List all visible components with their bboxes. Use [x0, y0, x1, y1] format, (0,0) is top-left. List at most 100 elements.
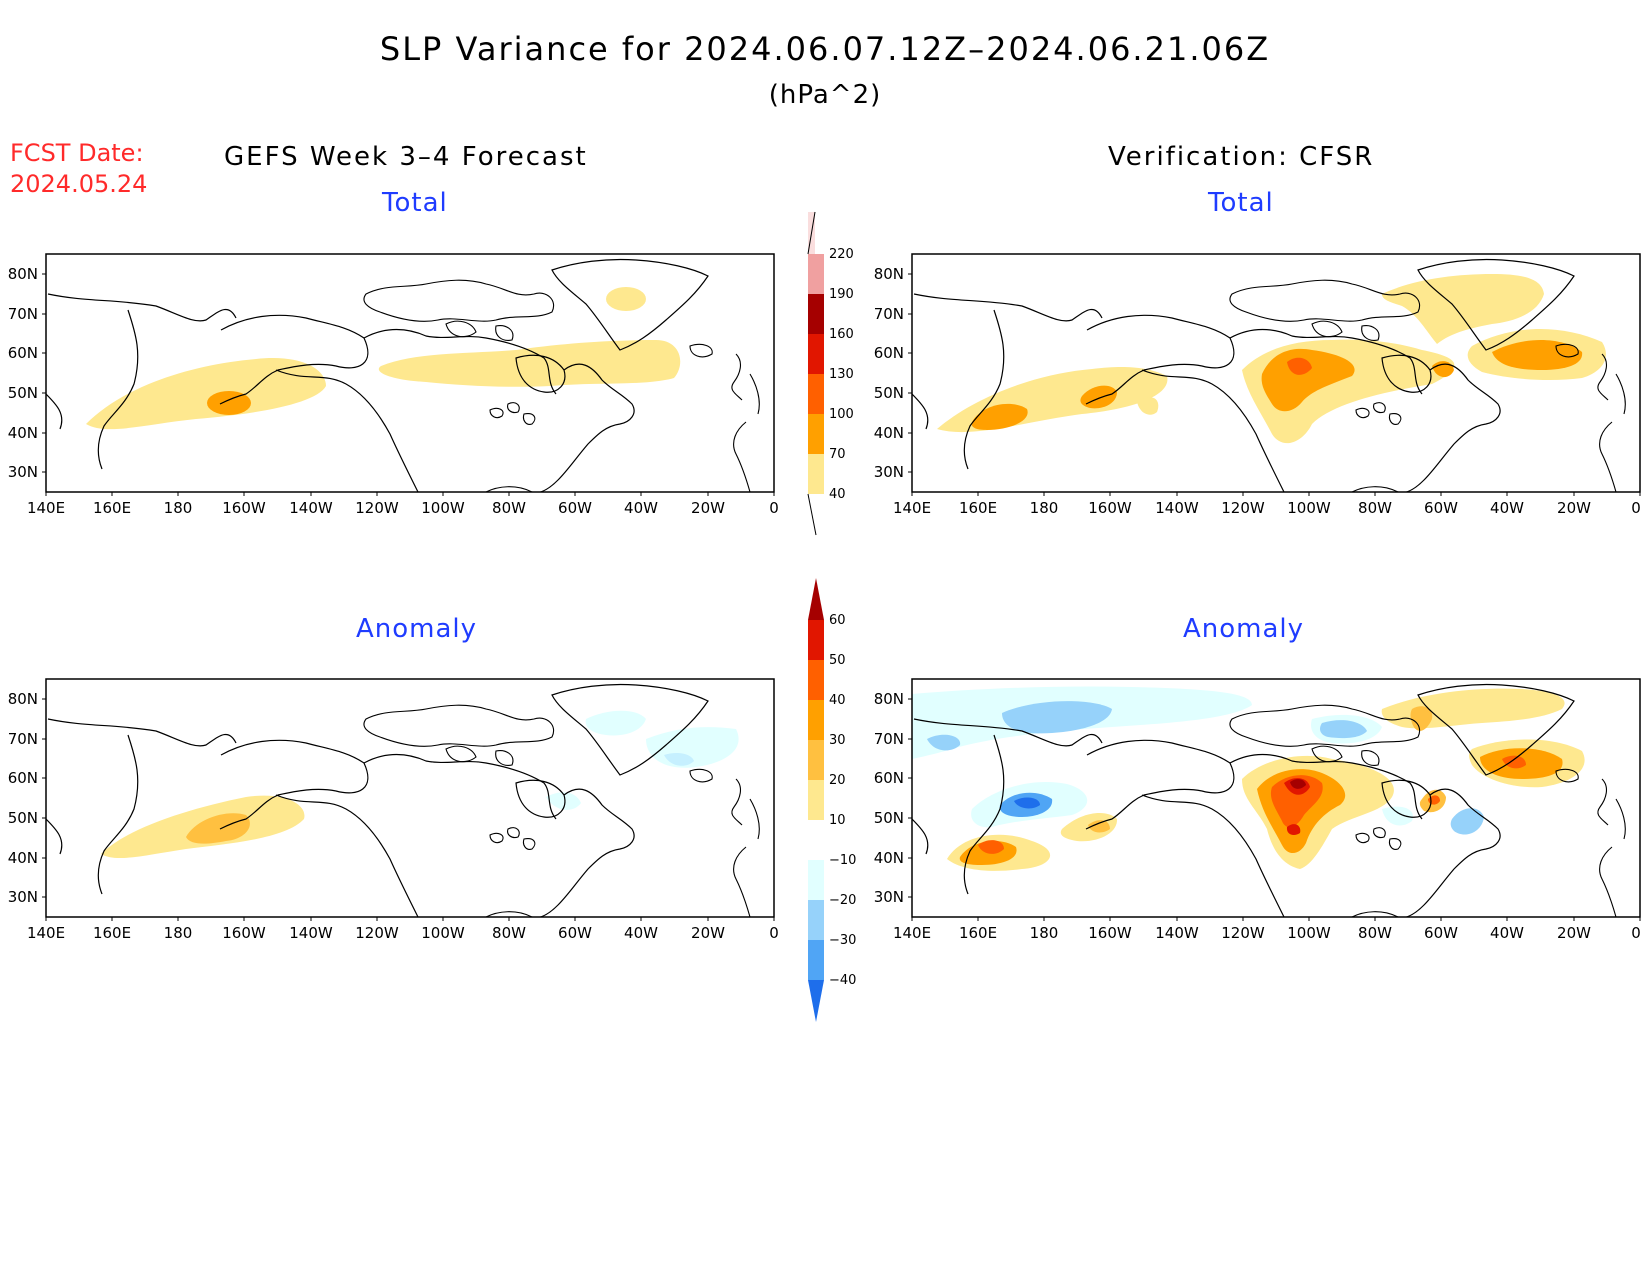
- svg-text:70N: 70N: [8, 305, 38, 323]
- lon-tick-labels-fcst-total: 140E 160E 180 160W 140W 120W 100W 80W 60…: [27, 499, 779, 517]
- svg-text:40N: 40N: [874, 849, 904, 867]
- svg-text:80W: 80W: [1358, 924, 1392, 942]
- colorbar-anom-swatch: [808, 860, 824, 900]
- svg-text:140E: 140E: [27, 499, 65, 517]
- svg-text:70N: 70N: [874, 305, 904, 323]
- lon-tick-labels-verif-total: 140E 160E 180 160W 140W 120W 100W 80W 60…: [893, 499, 1641, 517]
- svg-text:120W: 120W: [355, 499, 399, 517]
- colorbar-total-swatch: [808, 294, 824, 334]
- colorbar-anom-label: −20: [829, 893, 856, 908]
- svg-text:60W: 60W: [1424, 499, 1458, 517]
- forecast-date-caption: FCST Date:: [10, 139, 144, 167]
- colorbar-total: 220 190 160 130 100 70 40: [807, 211, 854, 536]
- svg-text:160W: 160W: [1088, 499, 1132, 517]
- svg-text:60W: 60W: [1424, 924, 1458, 942]
- map-panel-verif-anom: 140E 160E 180 160W 140W 120W 100W 80W 60…: [874, 678, 1641, 942]
- svg-text:20W: 20W: [1557, 499, 1591, 517]
- colorbar-anom-label: −40: [829, 973, 856, 988]
- svg-text:50N: 50N: [8, 809, 38, 827]
- lat-tick-labels-fcst-total: 30N 40N 50N 60N 70N 80N: [8, 265, 38, 481]
- svg-text:40N: 40N: [8, 424, 38, 442]
- svg-text:60N: 60N: [874, 344, 904, 362]
- colorbar-anom-label: 60: [829, 613, 846, 628]
- svg-text:140W: 140W: [289, 924, 333, 942]
- svg-text:160W: 160W: [1088, 924, 1132, 942]
- colorbar-anom-swatch: [808, 780, 824, 820]
- colorbar-anom-swatch: [808, 660, 824, 700]
- svg-text:140E: 140E: [27, 924, 65, 942]
- svg-text:80W: 80W: [1358, 499, 1392, 517]
- svg-text:160W: 160W: [222, 499, 266, 517]
- panel-title-fcst-anom: Anomaly: [356, 614, 478, 644]
- panel-title-verif-anom: Anomaly: [1183, 614, 1305, 644]
- lon-tick-labels-fcst-anom: 140E 160E 180 160W 140W 120W 100W 80W 60…: [27, 924, 779, 942]
- colorbar-total-swatch: [808, 254, 824, 294]
- forecast-date-value: 2024.05.24: [10, 170, 148, 198]
- svg-text:180: 180: [1030, 924, 1059, 942]
- lat-tick-labels-verif-anom: 30N 40N 50N 60N 70N 80N: [874, 690, 904, 906]
- colorbar-anom-label: −10: [829, 853, 856, 868]
- units-label: (hPa^2): [768, 80, 882, 110]
- colorbar-anom-label: 50: [829, 653, 846, 668]
- colorbar-total-label: 160: [829, 327, 854, 342]
- svg-text:70N: 70N: [874, 730, 904, 748]
- svg-text:40W: 40W: [1490, 924, 1524, 942]
- verification-header: Verification: CFSR: [1108, 142, 1375, 172]
- svg-text:140W: 140W: [1155, 924, 1199, 942]
- svg-text:70N: 70N: [8, 730, 38, 748]
- svg-text:140W: 140W: [289, 499, 333, 517]
- lat-tick-labels-verif-total: 30N 40N 50N 60N 70N 80N: [874, 265, 904, 481]
- svg-text:0: 0: [769, 499, 779, 517]
- svg-text:80N: 80N: [874, 690, 904, 708]
- svg-text:50N: 50N: [874, 809, 904, 827]
- svg-text:40W: 40W: [624, 499, 658, 517]
- svg-text:100W: 100W: [1287, 924, 1331, 942]
- svg-text:60W: 60W: [558, 924, 592, 942]
- main-title: SLP Variance for 2024.06.07.12Z–2024.06.…: [379, 30, 1271, 68]
- colorbar-anomaly: 60 50 40 30 20 10 −10 −20 −30 −40: [808, 578, 856, 1022]
- svg-text:60N: 60N: [874, 769, 904, 787]
- colorbar-anom-swatch: [808, 700, 824, 740]
- svg-text:60W: 60W: [558, 499, 592, 517]
- svg-text:100W: 100W: [421, 924, 465, 942]
- svg-text:100W: 100W: [1287, 499, 1331, 517]
- svg-text:60N: 60N: [8, 344, 38, 362]
- svg-text:50N: 50N: [8, 384, 38, 402]
- svg-text:120W: 120W: [1221, 924, 1265, 942]
- colorbar-anom-swatch: [808, 820, 824, 860]
- svg-text:160E: 160E: [959, 499, 997, 517]
- forecast-date-label: FCST Date: 2024.05.24: [10, 138, 147, 200]
- forecast-header: GEFS Week 3–4 Forecast: [224, 142, 588, 172]
- colorbar-total-label: 70: [829, 447, 846, 462]
- colorbar-total-swatch: [808, 374, 824, 414]
- svg-text:80N: 80N: [874, 265, 904, 283]
- colorbar-anom-label: 40: [829, 693, 846, 708]
- svg-text:100W: 100W: [421, 499, 465, 517]
- svg-text:160W: 160W: [222, 924, 266, 942]
- svg-text:80N: 80N: [8, 265, 38, 283]
- colorbar-anom-swatch: [808, 900, 824, 940]
- svg-text:80W: 80W: [492, 499, 526, 517]
- svg-text:0: 0: [1631, 924, 1641, 942]
- colorbar-anom-label: −30: [829, 933, 856, 948]
- svg-text:50N: 50N: [874, 384, 904, 402]
- lat-tick-labels-fcst-anom: 30N 40N 50N 60N 70N 80N: [8, 690, 38, 906]
- colorbar-total-label: 220: [829, 247, 854, 262]
- svg-text:60N: 60N: [8, 769, 38, 787]
- colorbar-total-swatch: [808, 334, 824, 374]
- svg-text:140E: 140E: [893, 499, 931, 517]
- svg-text:160E: 160E: [93, 499, 131, 517]
- svg-text:180: 180: [1030, 499, 1059, 517]
- colorbar-total-swatch: [808, 414, 824, 454]
- svg-text:0: 0: [769, 924, 779, 942]
- svg-text:80N: 80N: [8, 690, 38, 708]
- map-panel-fcst-anom: 140E 160E 180 160W 140W 120W 100W 80W 60…: [8, 678, 779, 942]
- colorbar-total-label: 40: [829, 487, 846, 502]
- colorbar-anom-label: 20: [829, 773, 846, 788]
- colorbar-total-label: 130: [829, 367, 854, 382]
- panel-title-fcst-total: Total: [382, 188, 448, 218]
- svg-text:30N: 30N: [8, 463, 38, 481]
- svg-text:40W: 40W: [624, 924, 658, 942]
- colorbar-total-label: 190: [829, 287, 854, 302]
